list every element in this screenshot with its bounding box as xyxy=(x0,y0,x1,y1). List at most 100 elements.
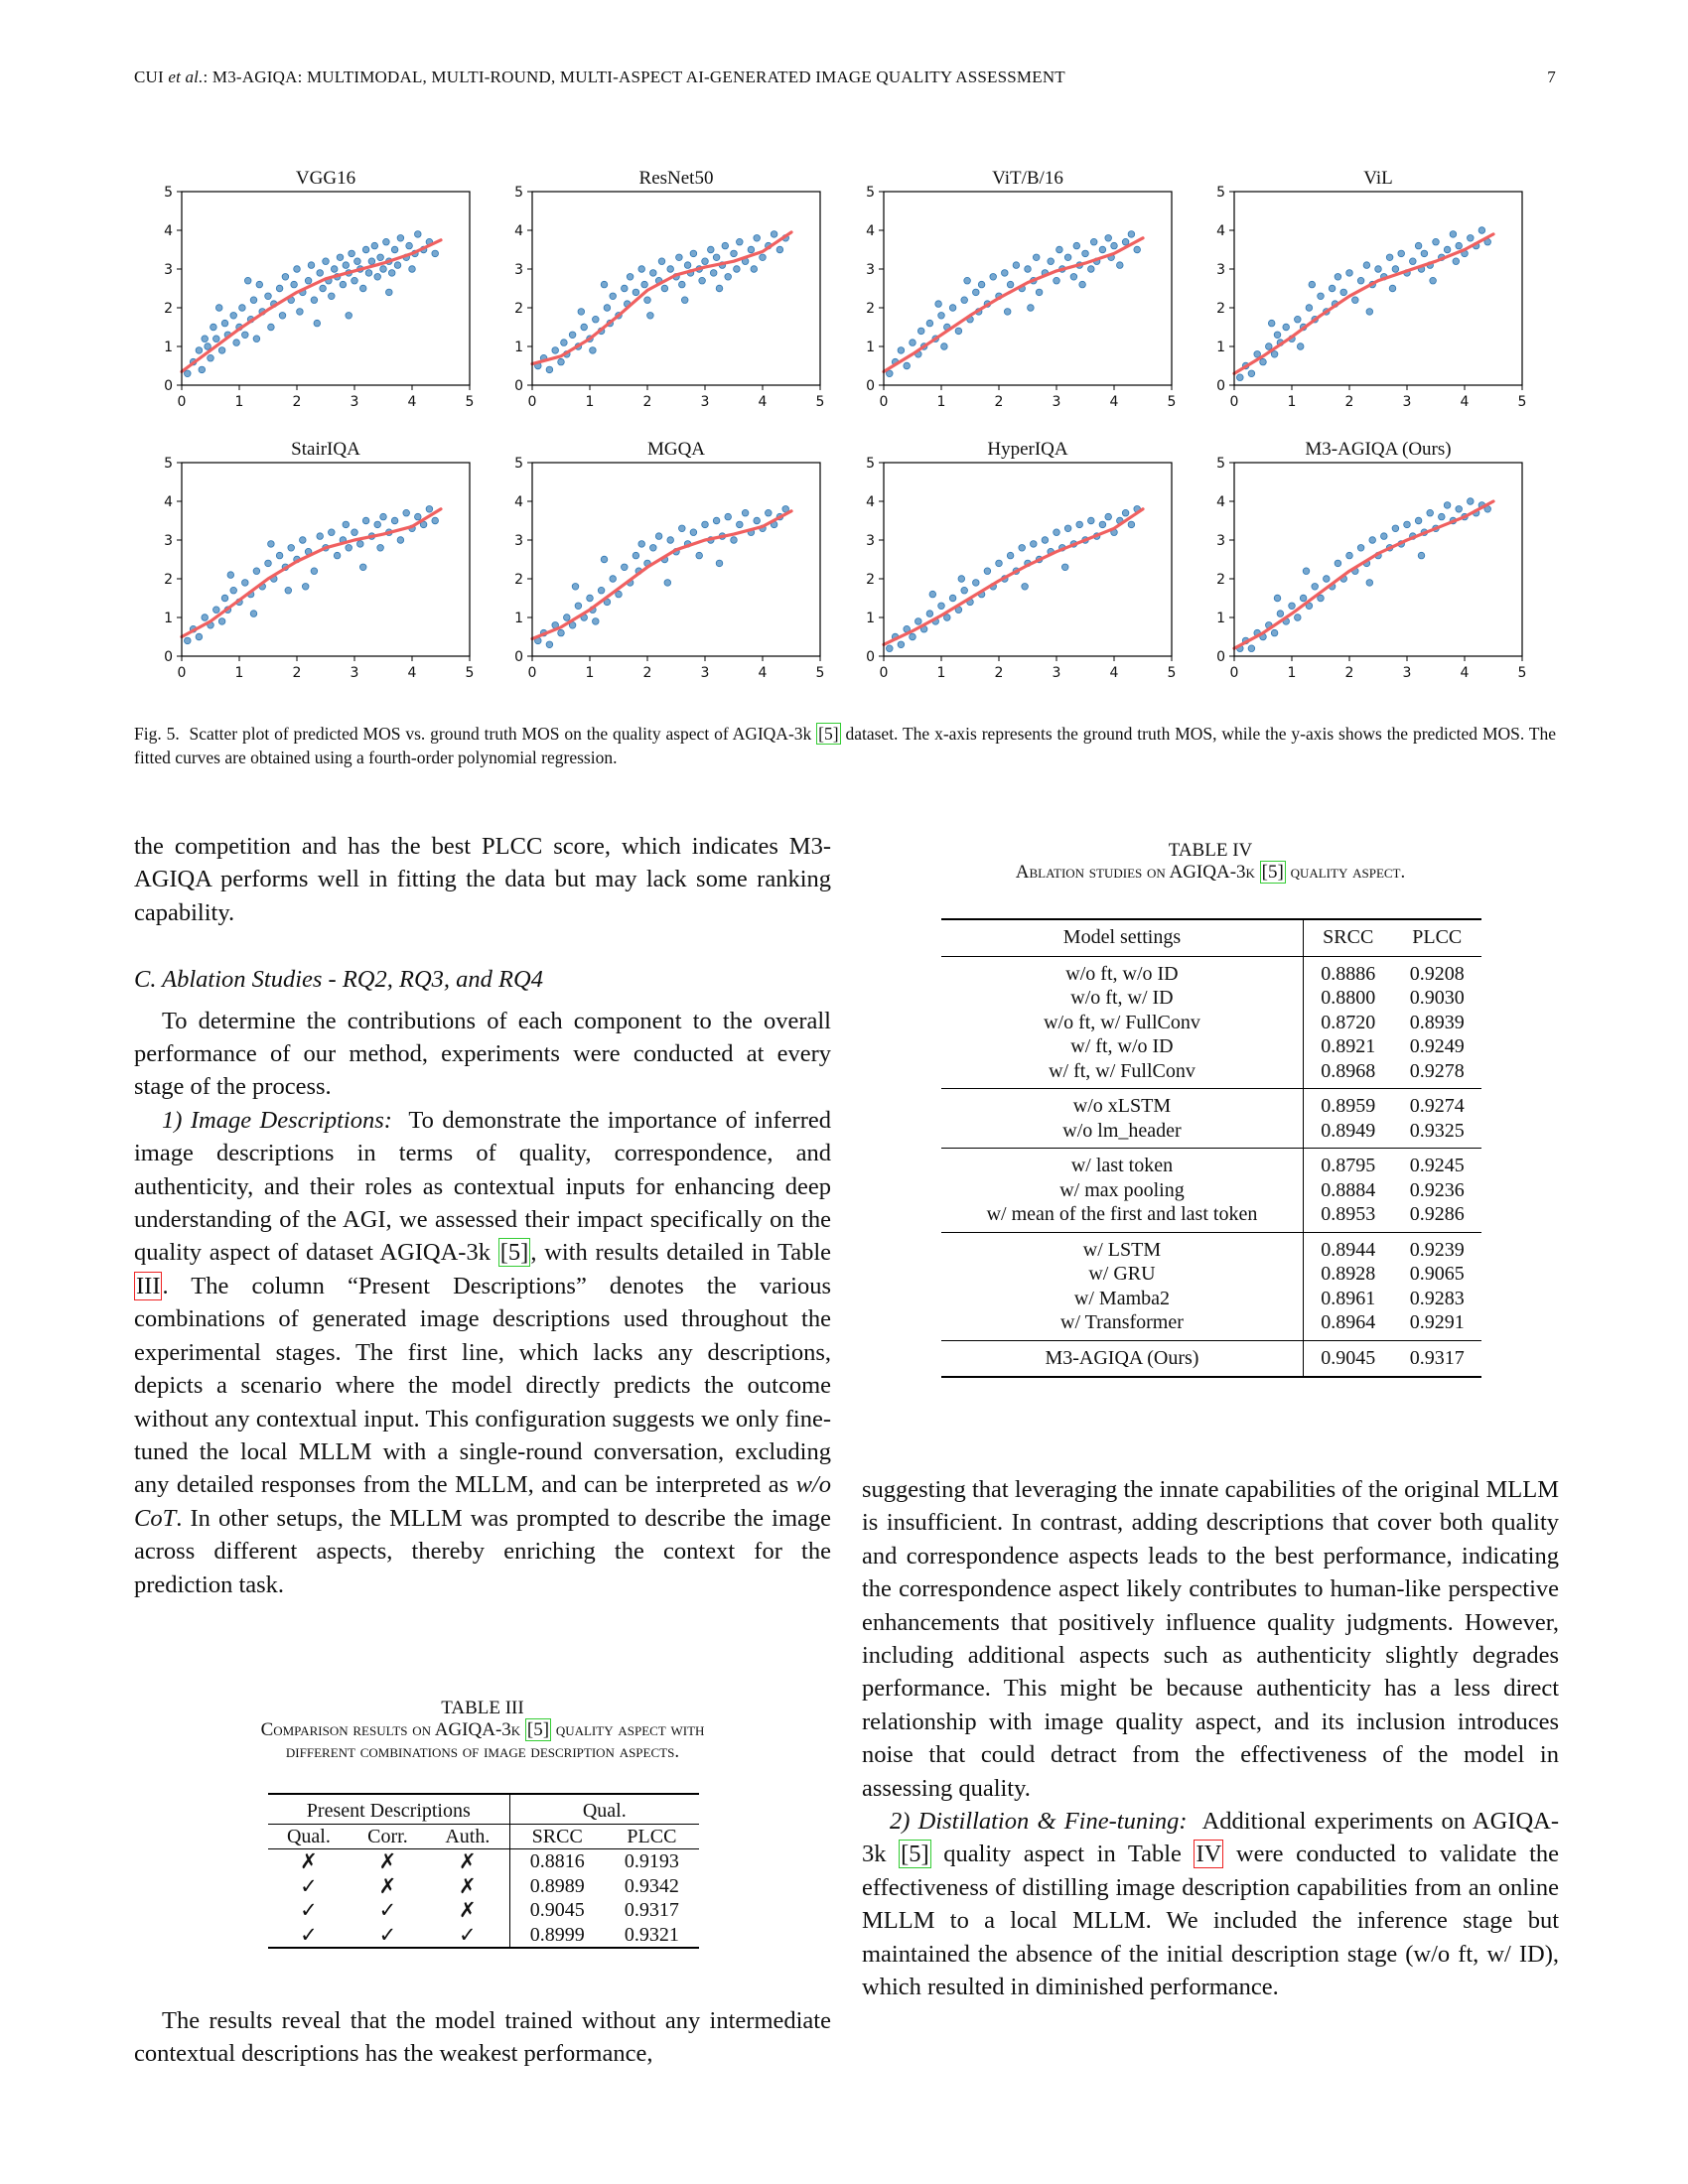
data-point xyxy=(689,528,698,536)
x-tick-label: 5 xyxy=(1168,665,1177,681)
data-point xyxy=(361,245,370,254)
x-tick-label: 1 xyxy=(937,394,946,410)
citation-link[interactable]: [5] xyxy=(497,1238,531,1268)
table-row: ✓ ✗ ✗ 0.8989 0.9342 xyxy=(268,1873,699,1898)
subsection-heading: 1) Image Descriptions: xyxy=(162,1106,392,1134)
x-tick-label: 2 xyxy=(293,665,302,681)
x-tick-label: 5 xyxy=(816,394,825,410)
data-point xyxy=(580,323,588,332)
data-point xyxy=(376,544,384,552)
x-tick-label: 4 xyxy=(1110,394,1119,410)
fit-curve xyxy=(1232,232,1495,375)
y-tick-label: 4 xyxy=(514,223,523,239)
data-point xyxy=(940,342,948,350)
data-point xyxy=(255,280,263,289)
data-point xyxy=(1012,261,1021,269)
data-point xyxy=(781,505,789,513)
x-tick-label: 2 xyxy=(995,394,1004,410)
y-tick-label: 2 xyxy=(514,301,523,317)
table4-cell: w/ LSTM xyxy=(941,1231,1304,1262)
data-point xyxy=(299,536,307,544)
table4-cell: 0.8949 xyxy=(1321,1119,1376,1142)
data-point xyxy=(545,640,554,648)
data-point xyxy=(342,261,350,269)
data-point xyxy=(396,536,405,544)
table3-col-header: Qual. xyxy=(286,1825,331,1847)
data-point xyxy=(267,540,275,548)
data-point xyxy=(1455,241,1463,250)
data-point xyxy=(1365,579,1373,587)
plot-title: ResNet50 xyxy=(639,168,714,189)
data-point xyxy=(551,346,559,354)
data-point xyxy=(379,512,387,521)
y-tick-label: 0 xyxy=(164,378,173,394)
data-point xyxy=(733,265,741,273)
data-point xyxy=(770,230,778,238)
data-point xyxy=(287,544,295,552)
table4-group-3: w/ last token 0.8795 0.9245 w/ max pooling… xyxy=(941,1148,1481,1232)
citation-link[interactable]: [5] xyxy=(899,1840,931,1869)
table4-cell: 0.9325 xyxy=(1409,1119,1465,1142)
paragraph-text: . In other setups, the MLLM was prompted… xyxy=(134,1504,831,1598)
data-point xyxy=(724,512,732,521)
table-row: w/ Mamba2 0.8961 0.9283 xyxy=(941,1286,1481,1310)
table4-cell: 0.9208 xyxy=(1392,955,1481,986)
page-number: 7 xyxy=(1547,68,1556,86)
data-point xyxy=(319,284,327,293)
table3-cell: ✗ xyxy=(378,1849,397,1873)
data-point xyxy=(609,292,617,300)
data-point xyxy=(1127,230,1136,238)
data-point xyxy=(367,257,376,265)
x-tick-label: 2 xyxy=(995,665,1004,681)
table3-col-header: SRCC xyxy=(531,1825,583,1847)
caption-label: Fig. 5. xyxy=(134,724,180,744)
data-point xyxy=(1414,241,1423,250)
data-point xyxy=(1081,249,1089,258)
table-link[interactable]: III xyxy=(134,1271,163,1300)
table-row: ✓ ✓ ✓ 0.8999 0.9321 xyxy=(268,1922,699,1948)
paragraph: To determine the contributions of each c… xyxy=(134,1007,831,1101)
table4-cell: w/ Mamba2 xyxy=(941,1286,1304,1310)
data-point xyxy=(212,335,220,342)
data-point xyxy=(425,505,434,513)
y-tick-label: 1 xyxy=(164,340,173,355)
data-point xyxy=(960,587,968,595)
data-point xyxy=(370,241,378,250)
data-point xyxy=(1127,520,1136,529)
y-tick-label: 0 xyxy=(1216,649,1225,665)
table3-cell: 0.9317 xyxy=(624,1899,679,1921)
data-point xyxy=(589,346,597,354)
table3-cell: ✗ xyxy=(378,1873,397,1898)
table-link[interactable]: IV xyxy=(1194,1840,1224,1869)
data-point xyxy=(715,559,724,568)
table4-col-header: Model settings xyxy=(941,919,1304,956)
data-point xyxy=(1455,505,1463,513)
y-tick-label: 4 xyxy=(1216,223,1225,239)
data-point xyxy=(359,563,367,571)
table-row: w/ ft, w/ FullConv 0.8968 0.9278 xyxy=(941,1058,1481,1089)
data-point xyxy=(1385,253,1394,261)
citation-link[interactable]: [5] xyxy=(816,723,841,745)
data-point xyxy=(304,277,313,285)
x-tick-label: 0 xyxy=(1230,394,1239,410)
x-tick-label: 5 xyxy=(1518,665,1527,681)
data-point xyxy=(909,339,916,346)
y-tick-label: 4 xyxy=(514,494,523,510)
plot-frame xyxy=(1233,191,1523,386)
data-point xyxy=(229,312,237,320)
citation-link[interactable]: [5] xyxy=(1259,861,1286,884)
y-tick-label: 5 xyxy=(866,185,875,201)
table4-cell: 0.8921 xyxy=(1321,1035,1376,1057)
citation-link[interactable]: [5] xyxy=(524,1718,552,1741)
data-point xyxy=(281,273,290,281)
data-point xyxy=(632,551,640,560)
data-point xyxy=(1072,241,1080,250)
table3-caption-a: Comparison results on AGIQA-3k xyxy=(260,1719,521,1740)
data-point xyxy=(307,261,316,269)
data-point xyxy=(660,284,669,293)
data-point xyxy=(1121,509,1130,517)
data-point xyxy=(640,280,648,289)
data-point xyxy=(310,296,319,304)
x-tick-label: 1 xyxy=(1288,394,1297,410)
data-point xyxy=(571,583,580,591)
